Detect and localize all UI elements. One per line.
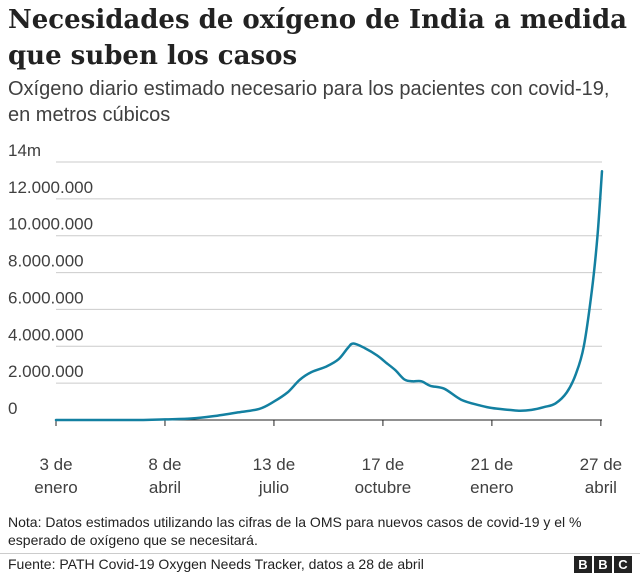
bbc-logo-letter: B bbox=[574, 556, 592, 573]
x-tick-label: 27 de bbox=[580, 455, 623, 474]
y-tick-label: 14m bbox=[8, 141, 41, 160]
y-axis-tick-labels: 0 2.000.000 4.000.000 6.000.000 8.000.000 10.… bbox=[8, 141, 93, 418]
y-tick-label: 0 bbox=[8, 399, 17, 418]
x-tick-label: 8 de bbox=[148, 455, 181, 474]
chart-subtitle: Oxígeno diario estimado necesario para l… bbox=[8, 78, 610, 126]
x-tick-label: julio bbox=[258, 478, 289, 497]
line-chart: 0 2.000.000 4.000.000 6.000.000 8.000.000 10.… bbox=[8, 141, 622, 497]
x-tick-label: 3 de bbox=[39, 455, 72, 474]
series-layer bbox=[54, 169, 604, 422]
x-tick-label: octubre bbox=[355, 478, 412, 497]
gridlines bbox=[56, 161, 602, 421]
x-axis-ticks: 3 de enero 8 de abril 13 de julio 17 de octubre… bbox=[34, 420, 622, 497]
source-text: Fuente: PATH Covid-19 Oxygen Needs Track… bbox=[8, 556, 424, 572]
bbc-logo-letter: B bbox=[594, 556, 612, 573]
y-tick-label: 6.000.000 bbox=[8, 288, 84, 307]
x-tick-label: abril bbox=[149, 478, 181, 497]
x-tick-label: enero bbox=[34, 478, 77, 497]
x-tick-label: 17 de bbox=[362, 455, 405, 474]
x-tick-label: 21 de bbox=[471, 455, 514, 474]
footnote: Nota: Datos estimados utilizando las cif… bbox=[8, 514, 582, 548]
x-tick-label: abril bbox=[585, 478, 617, 497]
chart-title: Necesidades de oxígeno de India a medida… bbox=[8, 5, 627, 71]
y-tick-label: 8.000.000 bbox=[8, 252, 84, 271]
series-line bbox=[54, 169, 604, 422]
y-tick-label: 2.000.000 bbox=[8, 362, 84, 381]
footer-divider bbox=[0, 553, 640, 554]
x-tick-label: enero bbox=[470, 478, 513, 497]
x-tick-label: 13 de bbox=[253, 455, 296, 474]
y-tick-label: 12.000.000 bbox=[8, 178, 93, 197]
y-tick-label: 4.000.000 bbox=[8, 325, 84, 344]
y-tick-label: 10.000.000 bbox=[8, 215, 93, 234]
bbc-logo-letter: C bbox=[614, 556, 632, 573]
bbc-logo: B B C bbox=[574, 556, 632, 573]
